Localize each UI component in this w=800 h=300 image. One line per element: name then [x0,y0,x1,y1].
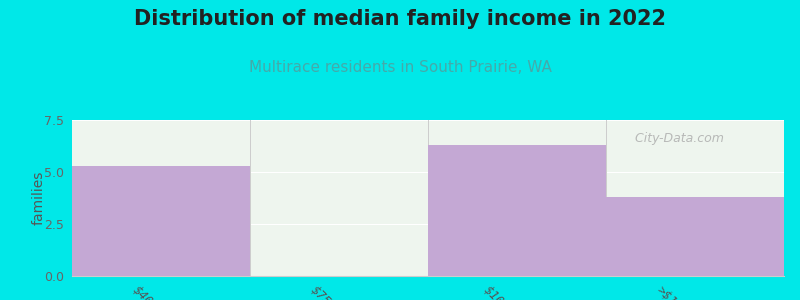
Text: Multirace residents in South Prairie, WA: Multirace residents in South Prairie, WA [249,60,551,75]
Y-axis label: families: families [32,171,46,225]
Bar [428,145,606,276]
Text: Distribution of median family income in 2022: Distribution of median family income in … [134,9,666,29]
Text: City-Data.com: City-Data.com [627,133,724,146]
Bar [606,197,784,276]
Bar [72,166,250,276]
